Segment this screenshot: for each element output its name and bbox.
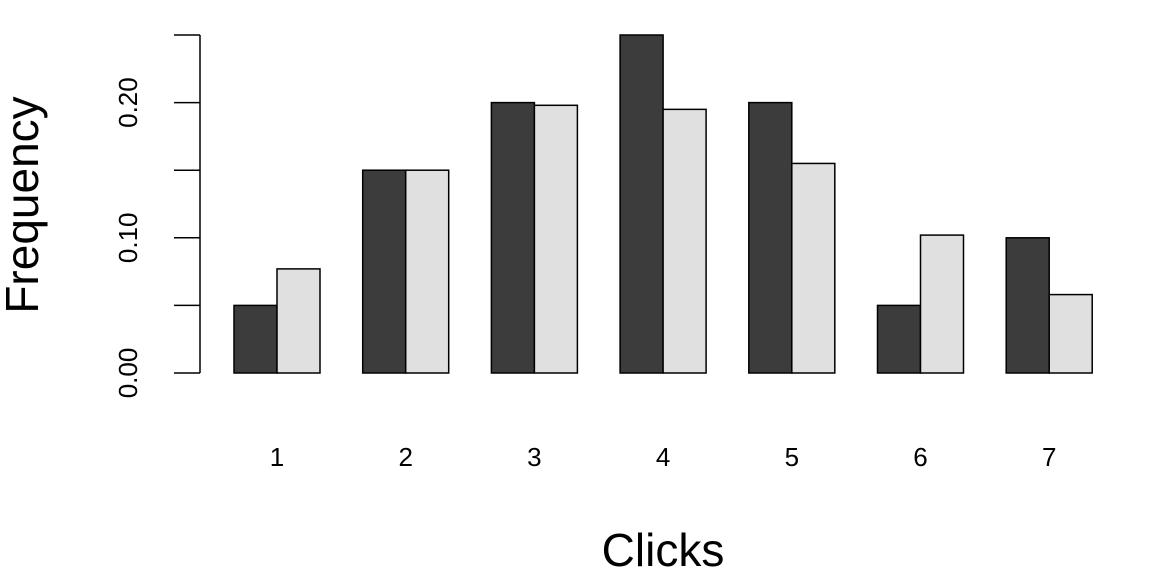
bar-series-2-cat-7 — [1048, 293, 1093, 374]
bar-series-2-cat-1 — [276, 268, 321, 374]
bar-series-1-cat-2 — [361, 169, 407, 374]
x-category-label: 1 — [270, 442, 284, 472]
x-category-label: 4 — [656, 442, 670, 472]
bar-series-1-cat-6 — [876, 304, 922, 374]
bars — [233, 34, 1093, 374]
bar-series-1-cat-5 — [748, 101, 793, 374]
x-category-labels: 1 2 3 4 5 6 7 — [270, 442, 1057, 472]
bar-series-2-cat-6 — [919, 234, 965, 374]
y-axis: 0.00 0.10 0.20 — [113, 34, 201, 399]
x-category-label: 5 — [785, 442, 799, 472]
x-category-label: 2 — [398, 442, 412, 472]
y-axis-title: Frequency — [0, 96, 48, 313]
bar-series-1-cat-4 — [619, 34, 664, 374]
x-category-label: 3 — [527, 442, 541, 472]
bar-series-2-cat-3 — [533, 104, 579, 374]
bar-series-2-cat-4 — [662, 108, 707, 374]
y-tick-label: 0.10 — [113, 212, 143, 263]
bar-series-1-cat-3 — [490, 101, 536, 374]
bar-series-1-cat-1 — [233, 304, 278, 374]
x-axis-title: Clicks — [602, 524, 725, 576]
x-category-label: 6 — [913, 442, 927, 472]
x-category-label: 7 — [1042, 442, 1056, 472]
y-tick-label: 0.00 — [113, 348, 143, 399]
bar-series-2-cat-5 — [791, 162, 836, 374]
bar-series-2-cat-2 — [404, 169, 450, 374]
y-tick-label: 0.20 — [113, 77, 143, 128]
bar-series-1-cat-7 — [1005, 237, 1050, 374]
